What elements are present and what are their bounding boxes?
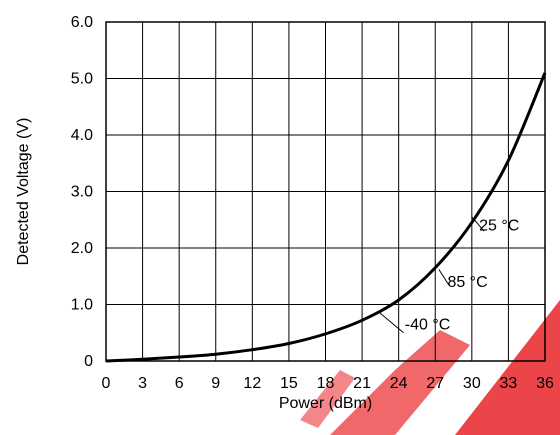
x-tick-label-9: 9 — [211, 375, 220, 392]
y-tick-label-4: 4.0 — [71, 127, 93, 144]
annotation-leader-0 — [471, 216, 485, 232]
x-tick-label-36: 36 — [536, 375, 554, 392]
annotation-label-2: -40 °C — [405, 316, 451, 333]
y-tick-label-2: 2.0 — [71, 240, 93, 257]
x-tick-label-0: 0 — [102, 375, 111, 392]
x-tick-labels: 0 3 6 9 12 15 18 21 24 27 30 33 36 — [102, 375, 554, 392]
y-tick-label-5: 5.0 — [71, 71, 93, 88]
y-tick-label-1: 1.0 — [71, 297, 93, 314]
annotation-leader-2 — [377, 310, 404, 334]
x-tick-label-27: 27 — [426, 375, 444, 392]
x-tick-label-30: 30 — [463, 375, 481, 392]
y-tick-label-6: 6.0 — [71, 14, 93, 31]
x-tick-label-33: 33 — [500, 375, 518, 392]
x-tick-label-12: 12 — [243, 375, 261, 392]
plot-frame — [105, 21, 546, 362]
annotation-label-1: 85 °C — [447, 274, 487, 291]
y-tick-label-0: 0 — [84, 353, 93, 370]
x-tick-label-24: 24 — [390, 375, 408, 392]
x-axis-label: Power (dBm) — [279, 395, 372, 412]
series-line — [105, 72, 547, 363]
y-tick-label-3: 3.0 — [71, 184, 93, 201]
annotation-leader-1 — [438, 269, 450, 285]
grid — [105, 21, 546, 362]
x-tick-label-18: 18 — [317, 375, 335, 392]
x-tick-label-6: 6 — [175, 375, 184, 392]
x-tick-label-21: 21 — [353, 375, 371, 392]
x-tick-label-3: 3 — [138, 375, 147, 392]
annotations: 25 °C 85 °C -40 °C — [377, 216, 519, 334]
annotation-label-0: 25 °C — [479, 217, 519, 234]
x-tick-label-15: 15 — [280, 375, 298, 392]
y-tick-labels: 0 1.0 2.0 3.0 4.0 5.0 6.0 — [71, 14, 93, 370]
y-axis-label: Detected Voltage (V) — [15, 118, 32, 266]
